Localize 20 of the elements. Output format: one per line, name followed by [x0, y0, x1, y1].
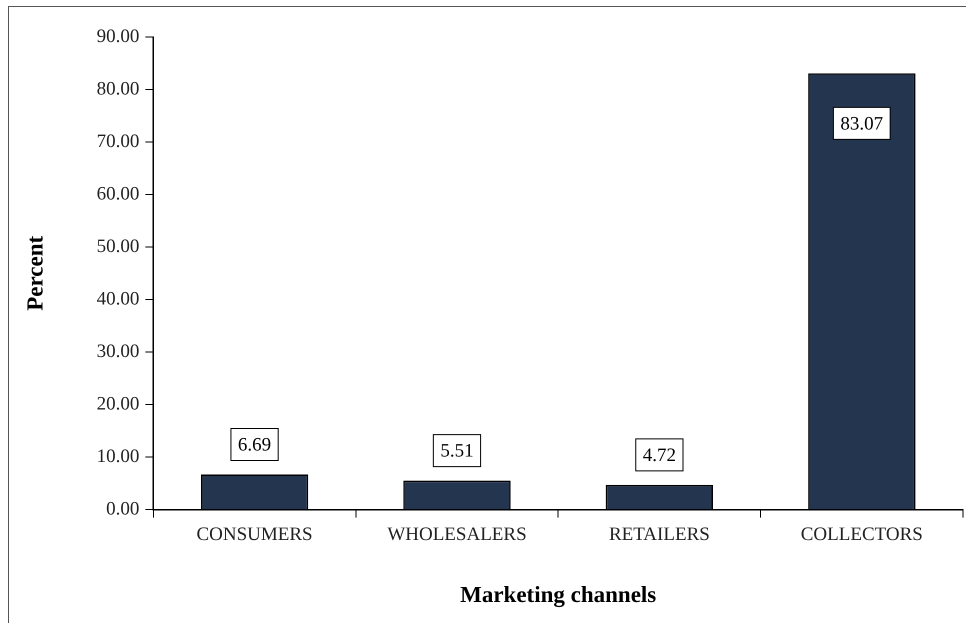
- data-label: 5.51: [440, 440, 474, 462]
- y-tick-label: 90.00: [96, 26, 140, 47]
- data-label: 83.07: [840, 113, 884, 134]
- x-tick-label: WHOLESALERS: [387, 524, 527, 545]
- y-tick-label: 80.00: [96, 78, 140, 100]
- x-tick-label: COLLECTORS: [800, 524, 923, 545]
- y-tick-label: 60.00: [96, 184, 140, 205]
- y-axis-title: Percent: [22, 236, 48, 311]
- x-axis-title: Marketing channels: [460, 582, 656, 608]
- y-tick-label: 20.00: [96, 394, 140, 415]
- y-tick-label: 0.00: [106, 498, 140, 520]
- y-tick-label: 10.00: [96, 446, 140, 468]
- x-tick-label: RETAILERS: [608, 524, 710, 545]
- y-tick-label: 40.00: [96, 288, 140, 310]
- y-tick-label: 70.00: [96, 131, 140, 152]
- data-label: 4.72: [642, 444, 676, 466]
- data-label: 6.69: [238, 434, 272, 456]
- y-tick-label: 30.00: [96, 341, 140, 362]
- y-tick-label: 50.00: [96, 236, 140, 258]
- x-tick-label: CONSUMERS: [196, 524, 313, 545]
